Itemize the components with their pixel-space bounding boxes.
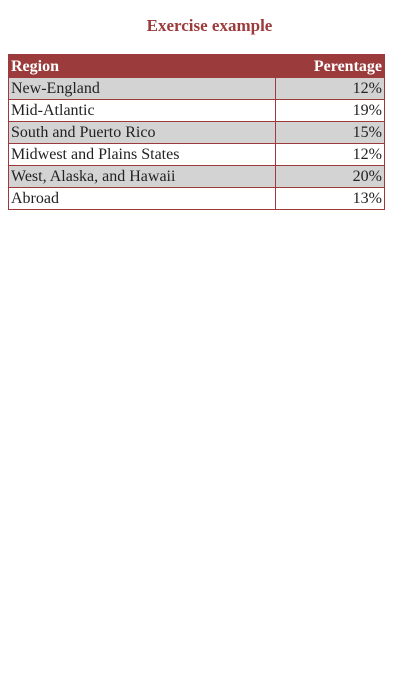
cell-percentage: 13%: [275, 187, 385, 210]
table-row: West, Alaska, and Hawaii 20%: [8, 165, 385, 188]
column-header-percentage: Perentage: [275, 54, 385, 78]
table-header: Region Perentage: [8, 54, 385, 78]
table-header-row: Region Perentage: [8, 54, 385, 78]
cell-region: Abroad: [8, 187, 276, 210]
table-row: Abroad 13%: [8, 187, 385, 210]
table-row: Mid-Atlantic 19%: [8, 99, 385, 122]
cell-region: South and Puerto Rico: [8, 121, 276, 144]
column-header-region: Region: [8, 54, 276, 78]
table-row: South and Puerto Rico 15%: [8, 121, 385, 144]
cell-region: New-England: [8, 77, 276, 100]
cell-percentage: 12%: [275, 77, 385, 100]
cell-percentage: 15%: [275, 121, 385, 144]
cell-percentage: 19%: [275, 99, 385, 122]
table-row: New-England 12%: [8, 77, 385, 100]
cell-percentage: 20%: [275, 165, 385, 188]
cell-region: Midwest and Plains States: [8, 143, 276, 166]
cell-region: West, Alaska, and Hawaii: [8, 165, 276, 188]
cell-percentage: 12%: [275, 143, 385, 166]
region-table-container: Region Perentage New-England 12% Mid-Atl…: [8, 54, 385, 210]
table-body: New-England 12% Mid-Atlantic 19% South a…: [8, 77, 385, 210]
cell-region: Mid-Atlantic: [8, 99, 276, 122]
page-title: Exercise example: [146, 16, 273, 35]
region-percentage-table: Region Perentage New-England 12% Mid-Atl…: [8, 54, 385, 210]
table-row: Midwest and Plains States 12%: [8, 143, 385, 166]
